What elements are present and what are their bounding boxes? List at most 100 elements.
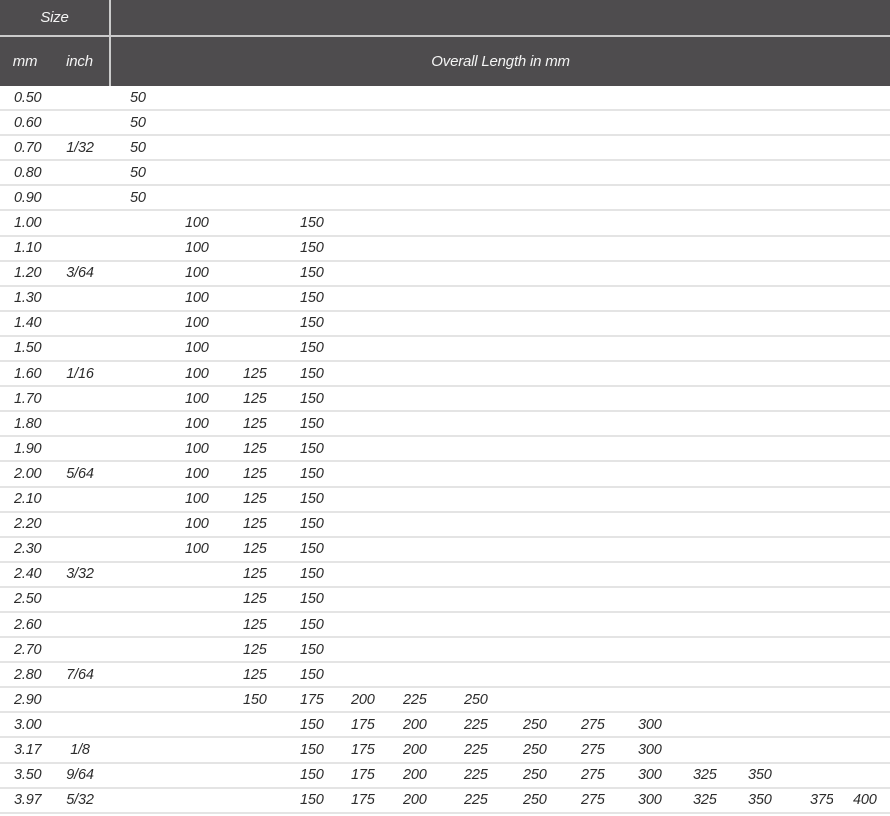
length-cell: [503, 335, 562, 363]
length-cell: [503, 185, 562, 212]
length-cell: 100: [165, 436, 224, 463]
length-cell: [618, 86, 674, 112]
length-cell: 225: [444, 712, 504, 739]
length-cell: [833, 160, 890, 187]
length-cell: [618, 461, 674, 488]
length-cell: [165, 762, 224, 789]
length-cell: [444, 386, 504, 413]
length-cell: 125: [223, 386, 281, 413]
length-cell: 150: [280, 536, 332, 563]
length-cell: 250: [503, 762, 562, 789]
length-cell: [833, 235, 890, 262]
length-cell: [110, 436, 166, 463]
table-row: 2.10 100 125 150: [0, 486, 890, 513]
length-cell: [444, 662, 504, 689]
size-inch-cell: [50, 310, 111, 337]
table-row: 2.60 125 150: [0, 611, 890, 639]
length-cell: [165, 135, 224, 162]
length-cell: [383, 486, 445, 513]
length-cell: [728, 611, 791, 639]
length-cell: [790, 135, 834, 162]
length-cell: [331, 611, 384, 639]
length-cell: [165, 586, 224, 613]
size-inch-cell: [50, 586, 111, 613]
length-cell: [223, 762, 281, 789]
length-cell: [673, 712, 729, 739]
length-cell: [165, 86, 224, 112]
table-row: 2.40 3/32 125 150: [0, 561, 890, 588]
length-cell: [444, 185, 504, 212]
length-cell: 100: [165, 235, 224, 262]
inch-column-header: inch: [50, 36, 112, 86]
length-cell: [728, 687, 791, 714]
length-cell: [561, 687, 619, 714]
length-cell: 200: [383, 762, 445, 789]
size-inch-cell: [50, 335, 111, 363]
length-cell: [673, 210, 729, 237]
length-cell: 150: [280, 511, 332, 538]
length-cell: [165, 160, 224, 187]
size-mm-cell: 3.00: [0, 712, 50, 739]
length-cell: [618, 210, 674, 237]
length-cell: 50: [110, 110, 166, 137]
length-cell: [833, 737, 890, 764]
length-cell: [833, 436, 890, 463]
length-cell: 225: [444, 737, 504, 764]
size-mm-cell: 1.60: [0, 361, 50, 388]
length-cell: [833, 260, 890, 287]
length-cell: [673, 386, 729, 413]
table-body: 0.50 50 0.60 50 0.70 1/32 50 0.80 50 0.90 50 1.00 10…: [0, 86, 890, 814]
length-cell: 100: [165, 536, 224, 563]
length-cell: [833, 762, 890, 789]
length-cell: [223, 335, 281, 363]
length-cell: [280, 185, 332, 212]
length-cell: [444, 586, 504, 613]
length-cell: [790, 586, 834, 613]
length-cell: [110, 511, 166, 538]
size-mm-cell: 1.90: [0, 436, 50, 463]
length-cell: [503, 386, 562, 413]
length-cell: 225: [444, 787, 504, 814]
length-cell: [673, 310, 729, 337]
length-cell: [790, 436, 834, 463]
length-cell: 325: [673, 787, 729, 814]
size-inch-cell: 1/32: [50, 135, 111, 162]
table-row: 0.60 50: [0, 110, 890, 137]
length-cell: [383, 511, 445, 538]
length-cell: [503, 160, 562, 187]
length-cell: [110, 335, 166, 363]
length-cell: [383, 411, 445, 438]
length-cell: [383, 386, 445, 413]
length-cell: [110, 210, 166, 237]
length-cell: [110, 260, 166, 287]
length-cell: [110, 536, 166, 563]
length-cell: [503, 260, 562, 287]
length-cell: [790, 260, 834, 287]
length-cell: [673, 611, 729, 639]
size-mm-cell: 0.50: [0, 86, 50, 112]
length-cell: 150: [280, 712, 332, 739]
length-cell: [383, 86, 445, 112]
length-cell: [165, 662, 224, 689]
length-cell: [110, 687, 166, 714]
length-cell: 125: [223, 536, 281, 563]
length-cell: [618, 310, 674, 337]
length-cell: [383, 285, 445, 312]
length-cell: [833, 185, 890, 212]
length-cell: [561, 411, 619, 438]
size-inch-cell: [50, 86, 111, 112]
length-cell: [503, 611, 562, 639]
length-cell: [833, 637, 890, 664]
header-row-top: Size: [0, 0, 890, 37]
length-cell: 250: [444, 687, 504, 714]
length-cell: 275: [561, 762, 619, 789]
length-cell: [618, 185, 674, 212]
length-cell: [561, 511, 619, 538]
length-cell: [618, 536, 674, 563]
length-cell: 175: [331, 712, 384, 739]
length-cell: [223, 110, 281, 137]
length-cell: [331, 160, 384, 187]
size-inch-cell: [50, 160, 111, 187]
length-cell: [444, 411, 504, 438]
size-inch-cell: 1/8: [50, 737, 111, 764]
